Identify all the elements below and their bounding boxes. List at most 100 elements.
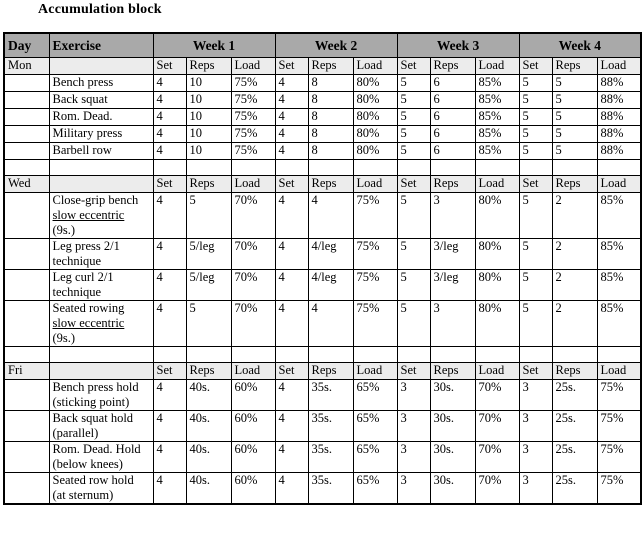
- exercise-row: Bench press hold (sticking point) 4 40s. 60…: [3, 379, 642, 411]
- load-column-label: Load: [230, 175, 276, 193]
- week-3-set-value: 3: [396, 472, 431, 505]
- exercise-row: Close-grip bench slow eccentric (9s.) 4 5 7…: [3, 192, 642, 239]
- week-4-load-value: 88%: [596, 74, 642, 92]
- day-blank-cell: [3, 192, 50, 239]
- spacer-reps-cell: [551, 346, 598, 363]
- week-1-reps-value: 40s.: [185, 410, 232, 442]
- week-4-reps-value: 25s.: [551, 472, 598, 505]
- reps-column-label: Reps: [429, 362, 476, 380]
- exercise-row: Military press 4 10 75% 4 8 80% 5 6 85% 5 5 88%: [3, 125, 642, 143]
- table-body: Day Exercise Week 1 Week 2 Week 3 Week 4 Mon Se…: [3, 32, 642, 505]
- day-column-header: Day: [3, 32, 50, 58]
- week-1-load-value: 60%: [230, 441, 276, 473]
- week-2-set-value: 4: [274, 472, 309, 505]
- week-1-load-value: 70%: [230, 192, 276, 239]
- exercise-name-text: (9s.): [52, 331, 76, 345]
- reps-column-label: Reps: [551, 57, 598, 75]
- reps-column-label: Reps: [307, 362, 354, 380]
- week-4-reps-value: 2: [551, 300, 598, 347]
- week-4-reps-value: 5: [551, 142, 598, 160]
- week-4-reps-value: 25s.: [551, 441, 598, 473]
- week-2-load-value: 75%: [352, 238, 398, 270]
- week-1-reps-value: 5: [185, 300, 232, 347]
- reps-column-label: Reps: [307, 175, 354, 193]
- week-4-reps-value: 25s.: [551, 379, 598, 411]
- exercise-name-cell: Barbell row: [48, 142, 154, 160]
- week-1-reps-value: 10: [185, 74, 232, 92]
- load-column-label: Load: [352, 362, 398, 380]
- exercise-row: Barbell row 4 10 75% 4 8 80% 5 6 85% 5 5 88%: [3, 142, 642, 160]
- spacer-load-cell: [230, 346, 276, 363]
- reps-column-label: Reps: [307, 57, 354, 75]
- week-1-set-value: 4: [152, 108, 187, 126]
- week-4-load-value: 88%: [596, 142, 642, 160]
- week-2-reps-value: 8: [307, 74, 354, 92]
- day-blank-cell: [3, 379, 50, 411]
- spacer-set-cell: [274, 159, 309, 176]
- week-2-reps-value: 35s.: [307, 441, 354, 473]
- exercise-name-cell: Leg press 2/1 technique: [48, 238, 154, 270]
- week-3-load-value: 80%: [474, 238, 520, 270]
- week-4-load-value: 85%: [596, 269, 642, 301]
- week-1-load-value: 60%: [230, 379, 276, 411]
- week-3-reps-value: 30s.: [429, 379, 476, 411]
- week-1-reps-value: 5: [185, 192, 232, 239]
- load-column-label: Load: [352, 175, 398, 193]
- day-blank-cell: [3, 108, 50, 126]
- week-2-set-value: 4: [274, 74, 309, 92]
- week-2-reps-value: 8: [307, 91, 354, 109]
- week-2-header: Week 2: [274, 32, 398, 58]
- spacer-row: [3, 346, 642, 363]
- week-2-load-value: 65%: [352, 472, 398, 505]
- week-1-set-value: 4: [152, 238, 187, 270]
- week-2-load-value: 80%: [352, 108, 398, 126]
- week-1-load-value: 60%: [230, 410, 276, 442]
- exercise-name-cell: Seated rowing slow eccentric (9s.): [48, 300, 154, 347]
- week-2-set-value: 4: [274, 300, 309, 347]
- spacer-set-cell: [518, 159, 553, 176]
- spacer-exercise-cell: [48, 346, 154, 363]
- week-4-set-value: 5: [518, 238, 553, 270]
- spacer-load-cell: [352, 159, 398, 176]
- week-4-reps-value: 2: [551, 238, 598, 270]
- training-program-table: Day Exercise Week 1 Week 2 Week 3 Week 4 Mon Se…: [3, 32, 642, 505]
- set-column-label: Set: [274, 57, 309, 75]
- week-4-reps-value: 25s.: [551, 410, 598, 442]
- day-subheader-row-fri: Fri Set Reps Load Set Reps Load Set Reps Load Set R…: [3, 362, 642, 380]
- load-column-label: Load: [596, 57, 642, 75]
- week-4-set-value: 5: [518, 269, 553, 301]
- spacer-load-cell: [596, 159, 642, 176]
- exercise-blank-cell: [48, 362, 154, 380]
- week-3-load-value: 80%: [474, 269, 520, 301]
- exercise-name-cell: Seated row hold (at sternum): [48, 472, 154, 505]
- exercise-name-cell: Bench press: [48, 74, 154, 92]
- exercise-name-cell: Leg curl 2/1 technique: [48, 269, 154, 301]
- week-3-load-value: 70%: [474, 441, 520, 473]
- week-3-reps-value: 6: [429, 74, 476, 92]
- reps-column-label: Reps: [185, 175, 232, 193]
- day-blank-cell: [3, 74, 50, 92]
- week-2-load-value: 80%: [352, 74, 398, 92]
- week-1-reps-value: 10: [185, 142, 232, 160]
- week-2-set-value: 4: [274, 192, 309, 239]
- week-3-reps-value: 3: [429, 300, 476, 347]
- exercise-name-cell: Rom. Dead. Hold (below knees): [48, 441, 154, 473]
- reps-column-label: Reps: [185, 57, 232, 75]
- week-1-set-value: 4: [152, 192, 187, 239]
- reps-column-label: Reps: [551, 175, 598, 193]
- exercise-name-text: Barbell row: [52, 143, 112, 158]
- spacer-load-cell: [230, 159, 276, 176]
- set-column-label: Set: [152, 57, 187, 75]
- spacer-row: [3, 159, 642, 176]
- exercise-name-cell: Back squat hold (parallel): [48, 410, 154, 442]
- week-1-set-value: 4: [152, 74, 187, 92]
- day-blank-cell: [3, 472, 50, 505]
- week-3-reps-value: 6: [429, 108, 476, 126]
- exercise-name-text: Military press: [52, 126, 123, 141]
- week-3-load-value: 70%: [474, 410, 520, 442]
- week-3-load-value: 85%: [474, 142, 520, 160]
- week-1-load-value: 75%: [230, 108, 276, 126]
- week-3-reps-value: 6: [429, 142, 476, 160]
- week-1-reps-value: 10: [185, 108, 232, 126]
- exercise-row: Back squat 4 10 75% 4 8 80% 5 6 85% 5 5 88%: [3, 91, 642, 109]
